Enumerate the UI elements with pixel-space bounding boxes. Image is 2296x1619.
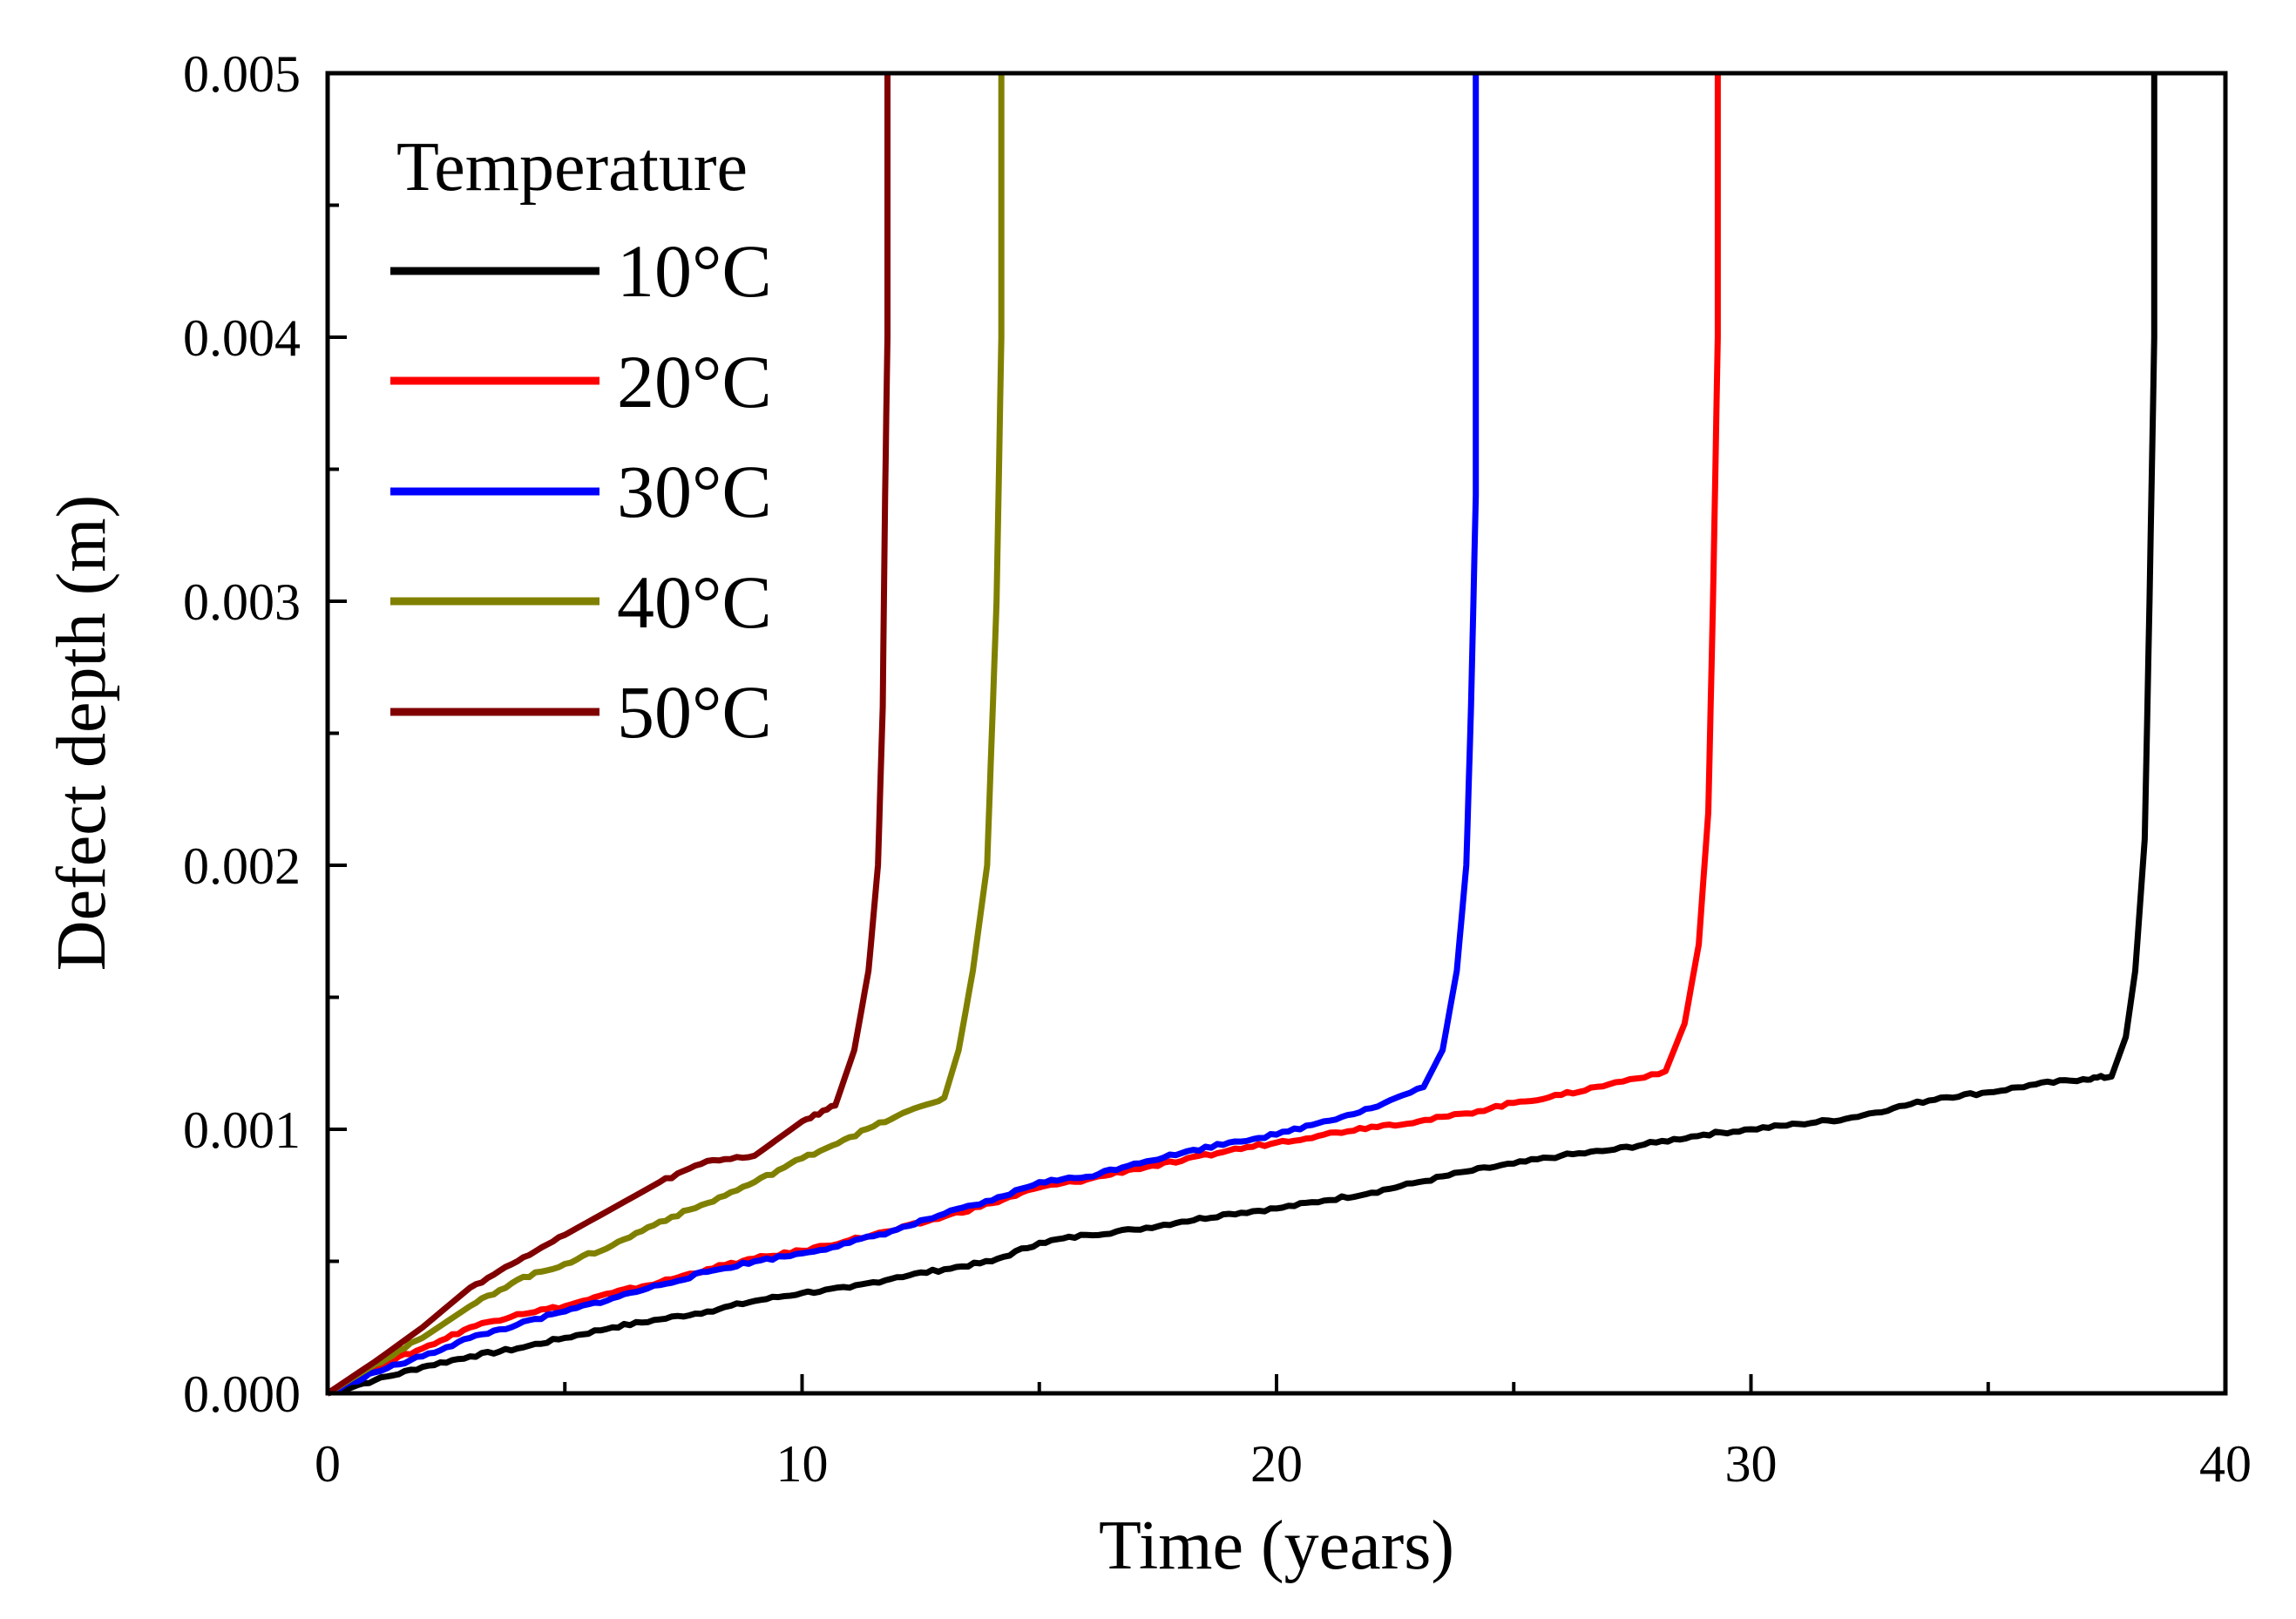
x-tick-label: 10 bbox=[776, 1435, 829, 1493]
series-line-50c bbox=[326, 73, 891, 1396]
x-tick-labels: 0 10 20 30 40 bbox=[315, 1435, 2252, 1493]
legend-label-10c: 10°C bbox=[617, 229, 772, 313]
y-tick-label: 0.002 bbox=[183, 837, 301, 895]
y-tick-label: 0.003 bbox=[183, 573, 301, 631]
y-tick-label: 0.004 bbox=[183, 309, 301, 367]
x-tick-label: 40 bbox=[2199, 1435, 2252, 1493]
y-tick-label: 0.000 bbox=[183, 1365, 301, 1423]
x-tick-label: 0 bbox=[315, 1435, 341, 1493]
legend-label-20c: 20°C bbox=[617, 340, 772, 423]
legend-title: Temperature bbox=[396, 129, 748, 206]
x-tick-label: 20 bbox=[1250, 1435, 1303, 1493]
axis-ticks bbox=[326, 71, 2227, 1395]
y-tick-labels: 0.000 0.001 0.002 0.003 0.004 0.005 bbox=[183, 45, 301, 1423]
legend: Temperature 10°C 20°C 30°C 40°C 50°C bbox=[390, 129, 772, 754]
series-line-30c bbox=[326, 73, 1480, 1397]
series-line-10c bbox=[327, 73, 2157, 1397]
y-axis-title: Defect depth (m) bbox=[44, 495, 120, 971]
legend-label-30c: 30°C bbox=[617, 450, 772, 533]
plot-frame bbox=[325, 71, 2228, 1396]
series-line-40c bbox=[326, 73, 1005, 1396]
series-lines bbox=[326, 73, 2157, 1397]
series-line-20c bbox=[327, 73, 1721, 1397]
y-tick-label: 0.005 bbox=[183, 45, 301, 103]
x-axis-title: Time (years) bbox=[1099, 1507, 1454, 1584]
y-tick-label: 0.001 bbox=[183, 1101, 301, 1159]
legend-label-50c: 50°C bbox=[617, 670, 772, 754]
x-tick-label: 30 bbox=[1725, 1435, 1778, 1493]
legend-label-40c: 40°C bbox=[617, 560, 772, 644]
